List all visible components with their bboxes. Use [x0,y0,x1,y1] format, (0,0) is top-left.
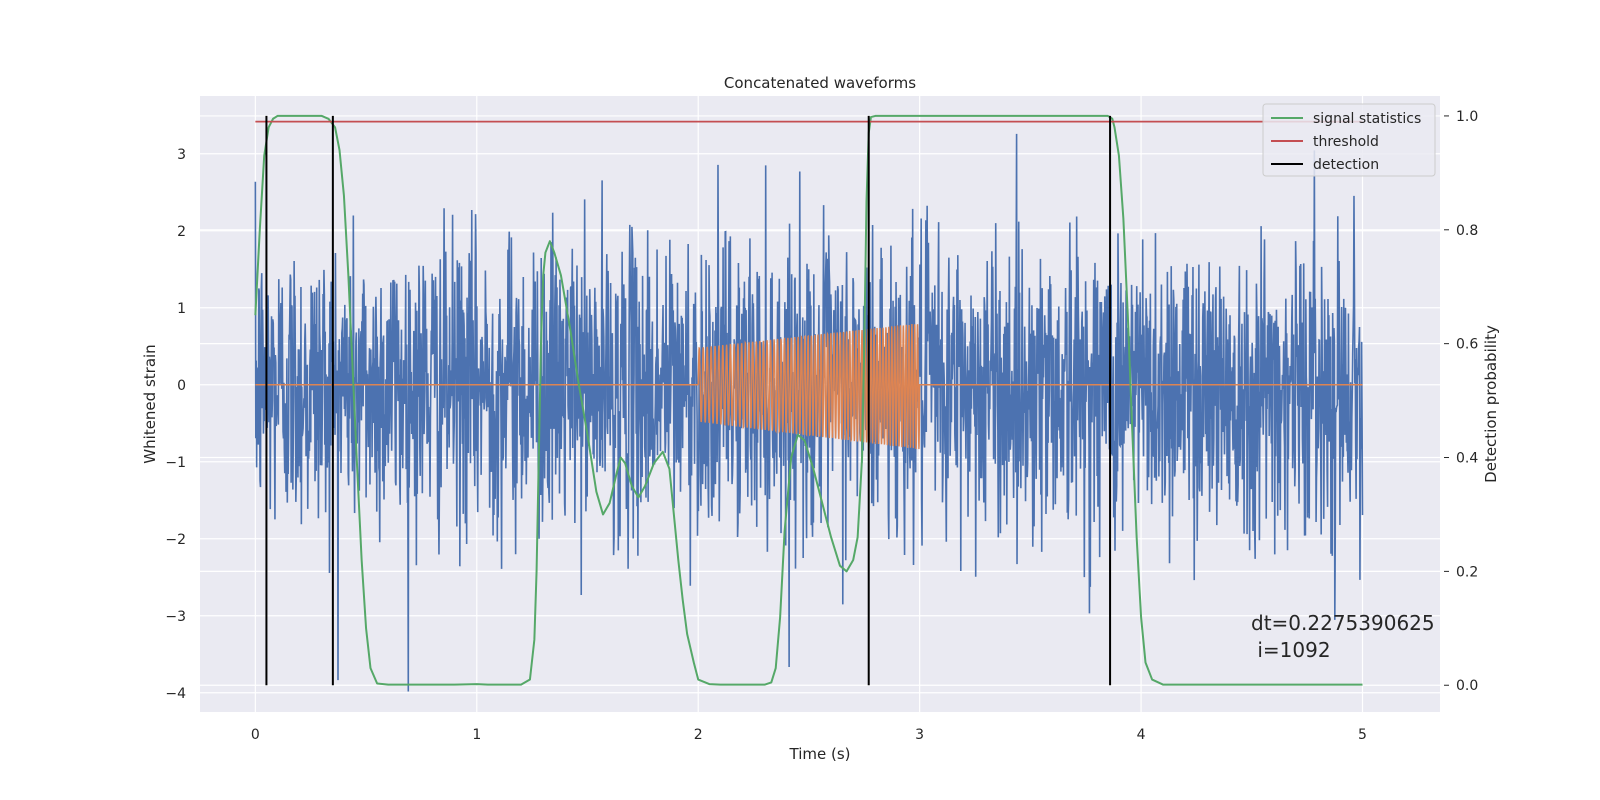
annotation-line-2: i=1092 [1251,638,1331,662]
annotation: dt=0.2275390625 i=1092 [1251,611,1435,662]
y-tick-label: −2 [165,532,186,548]
legend-label: threshold [1313,134,1379,150]
x-tick-label: 4 [1137,727,1146,743]
y-tick-label-right: 0.4 [1456,451,1478,467]
y-axis-label: Whitened strain [141,344,159,463]
x-tick-label: 1 [472,727,481,743]
series-layer [254,114,1364,692]
x-tick-label: 0 [251,727,260,743]
legend-label: detection [1313,157,1379,173]
y-tick-label-right: 0.0 [1456,678,1478,694]
y-tick-label: −4 [165,686,186,702]
annotation-line-1: dt=0.2275390625 [1251,611,1435,635]
y-tick-label: 2 [177,224,186,240]
y-axis-label-right: Detection probability [1482,325,1500,483]
y-tick-label-right: 0.2 [1456,564,1478,580]
chirp-line [255,323,1363,450]
y-tick-label-right: 0.8 [1456,223,1478,239]
x-tick-label: 2 [694,727,703,743]
legend-label: signal statistics [1313,111,1421,127]
ticks-layer: 0 1 2 3 4 5 −4 −3 −2 −1 0 1 2 3 0.0 0.2 0.4 0.6 0.8 1.0 [165,109,1478,743]
signal-statistics-line [254,114,1363,686]
y-tick-label-right: 1.0 [1456,109,1478,125]
y-tick-label: 3 [177,147,186,163]
y-tick-label-right: 0.6 [1456,337,1478,353]
x-tick-label: 3 [915,727,924,743]
x-tick-label: 5 [1358,727,1367,743]
legend: signal statistics threshold detection [1262,103,1436,177]
y-tick-label: 1 [177,301,186,317]
y-tick-label: 0 [177,378,186,394]
y-tick-label: −1 [165,455,186,471]
y-tick-label: −3 [165,609,186,625]
chart-title: Concatenated waveforms [724,74,916,92]
legend-box [1262,103,1436,177]
x-axis-label: Time (s) [789,745,851,763]
